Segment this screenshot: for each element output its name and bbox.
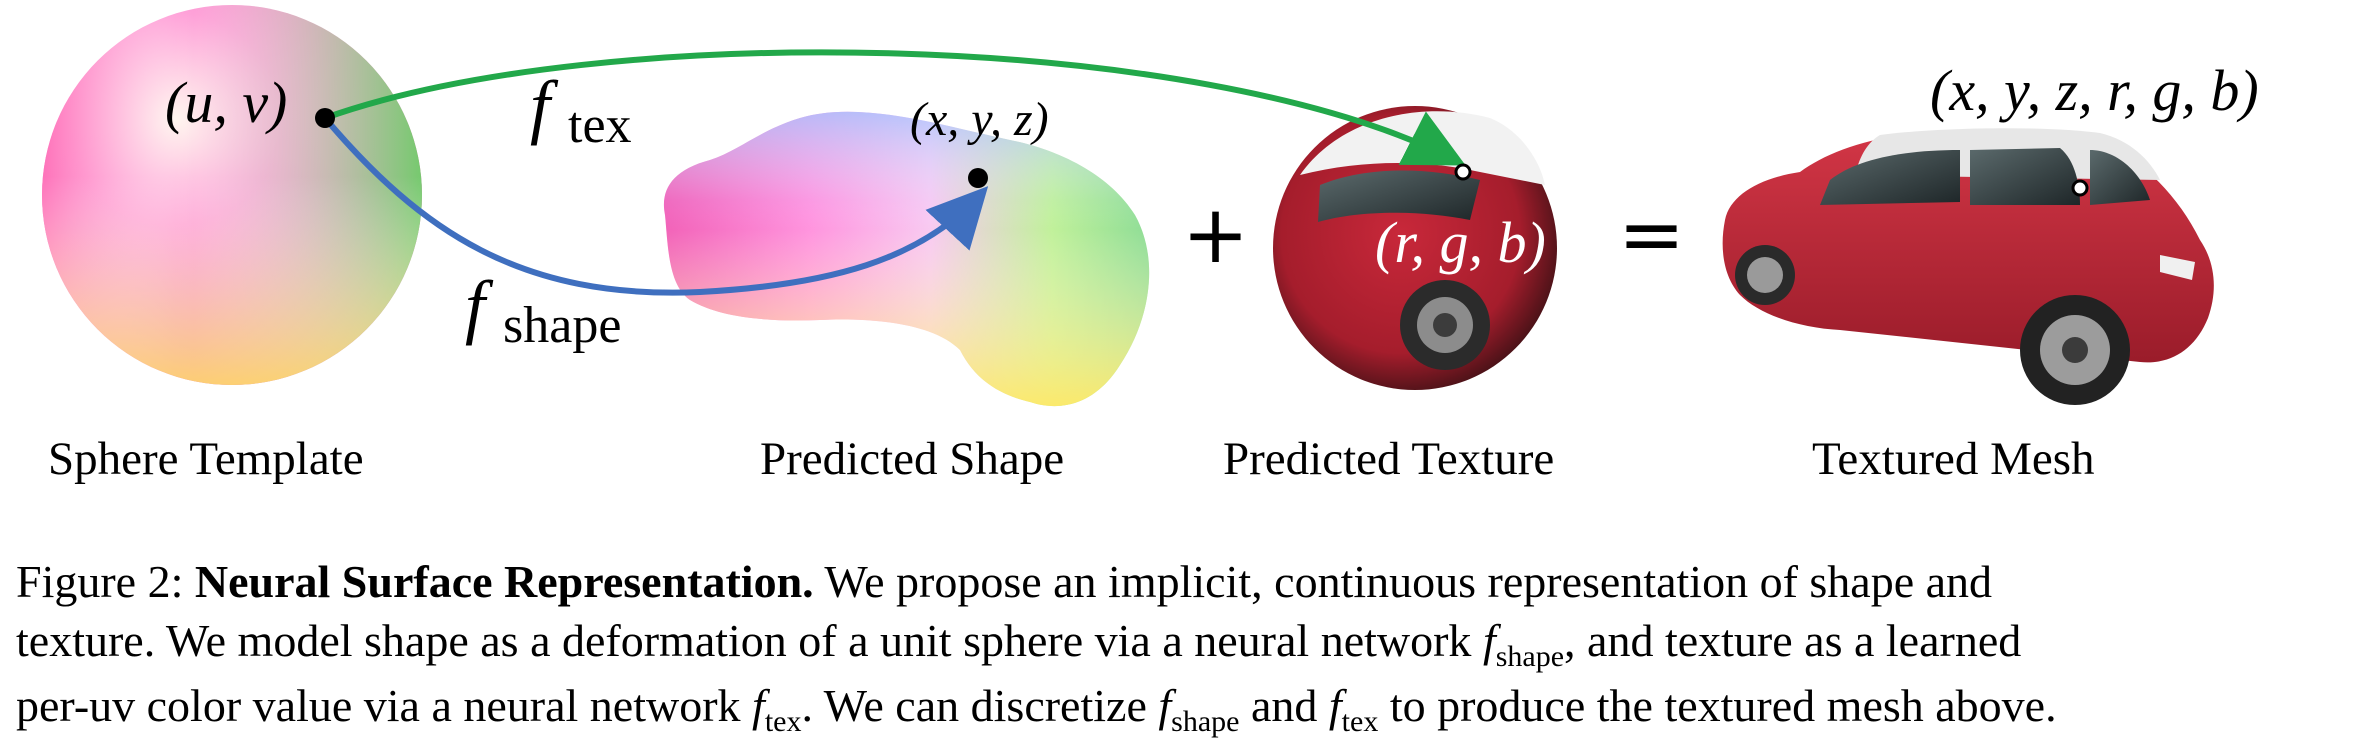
f-shape-subscript: shape (1495, 640, 1565, 673)
caption-title: Neural Surface Representation. (194, 556, 814, 607)
f-shape-label: f shape (465, 266, 621, 354)
f-shape-symbol: f (1482, 615, 1496, 666)
svg-text:f: f (465, 266, 494, 346)
predicted-shape-label: Predicted Shape (760, 433, 1065, 485)
caption-line1-text: We propose an implicit, continuous repre… (824, 556, 1993, 607)
caption-line3-text-d: to produce the textured mesh above. (1389, 680, 2057, 731)
f-shape-arrow (322, 116, 989, 296)
f-tex-subscript: tex (764, 705, 802, 738)
plus-operator: + (1182, 188, 1249, 281)
f-tex-label: f tex (530, 66, 632, 154)
caption-line3-text-c: and (1250, 680, 1318, 731)
f-tex-subscript-2: tex (1341, 705, 1379, 738)
caption-line3-text-a: per-uv color value via a neural network (16, 680, 741, 731)
svg-text:shape: shape (503, 297, 621, 354)
textured-mesh-label: Textured Mesh (1812, 433, 2095, 485)
predicted-shape (663, 111, 1150, 407)
figure-caption: Figure 2: Neural Surface Representation.… (16, 552, 2346, 741)
svg-text:tex: tex (568, 97, 632, 154)
f-tex-symbol: f (752, 680, 765, 731)
caption-line3-text-b: . We can discretize (801, 680, 1147, 731)
f-shape-subscript-2: shape (1171, 705, 1240, 738)
sphere-template-label: Sphere Template (48, 433, 364, 485)
caption-line-1: Figure 2: Neural Surface Representation.… (16, 552, 2346, 611)
caption-line-3: per-uv color value via a neural network … (16, 676, 2346, 741)
textured-mesh-car (1722, 128, 2214, 405)
sphere-template (42, 5, 422, 385)
xyzrgb-point (2071, 179, 2089, 197)
f-shape-symbol-2: f (1158, 680, 1172, 731)
uv-point (315, 108, 335, 128)
caption-line2-text-a: texture. We model shape as a deformation… (16, 615, 1472, 666)
figure-number: Figure 2: (16, 556, 184, 607)
rgb-label: (r, g, b) (1375, 210, 1546, 275)
xyz-label: (x, y, z) (910, 93, 1049, 146)
f-tex-arrow (323, 49, 1466, 166)
equals-operator: = (1618, 188, 1685, 281)
f-tex-symbol-2: f (1328, 680, 1342, 731)
figure-illustration: (u, v) (x, y, z) (r, g, b) (x, y, z, r, … (42, 5, 2259, 485)
caption-line2-text-b: , and texture as a learned (1564, 615, 2022, 666)
xyz-point (968, 168, 988, 188)
svg-text:f: f (530, 66, 559, 146)
uv-label: (u, v) (165, 70, 287, 135)
predicted-texture-label: Predicted Texture (1223, 433, 1555, 485)
xyzrgb-label: (x, y, z, r, g, b) (1930, 58, 2259, 123)
caption-line-2: texture. We model shape as a deformation… (16, 611, 2346, 676)
rgb-point (1454, 163, 1472, 181)
figure-svg: (u, v) (x, y, z) (r, g, b) (x, y, z, r, … (42, 5, 2259, 407)
